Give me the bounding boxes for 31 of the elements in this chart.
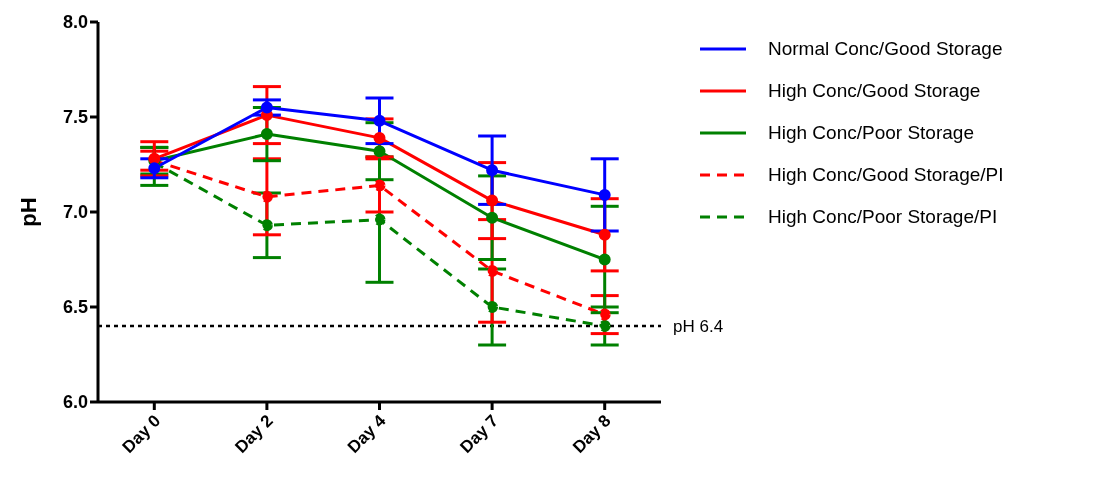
point [598,228,611,241]
point [373,145,386,158]
legend-label: High Conc/Poor Storage [768,122,974,144]
x-tick-label: Day 0 [118,411,165,457]
legend-label: High Conc/Good Storage [768,80,981,102]
point [486,301,499,313]
point [486,264,499,277]
x-tick-label: Day 8 [569,411,615,457]
x-tick-label: Day 2 [231,411,277,457]
legend-label: High Conc/Good Storage/PI [768,164,1004,186]
point [148,162,161,175]
y-tick-label: 8.0 [62,12,88,33]
y-tick-label: 6.5 [62,297,88,318]
legend-label: Normal Conc/Good Storage [768,38,1003,60]
point [373,114,386,127]
y-tick-label: 6.0 [62,392,88,413]
point [598,253,611,266]
x-tick-label: Day 7 [456,411,502,457]
point [373,131,386,144]
point [260,128,273,141]
point [260,101,273,114]
point [486,164,499,177]
point [486,211,499,224]
y-tick-label: 7.5 [62,107,88,128]
point [486,194,499,207]
legend-label: High Conc/Poor Storage/PI [768,206,998,228]
y-axis-title: pH [15,197,41,227]
ref-line-label: pH 6.4 [673,317,724,337]
y-tick-label: 7.0 [62,202,88,223]
point [598,188,611,201]
x-tick-label: Day 4 [343,410,390,457]
